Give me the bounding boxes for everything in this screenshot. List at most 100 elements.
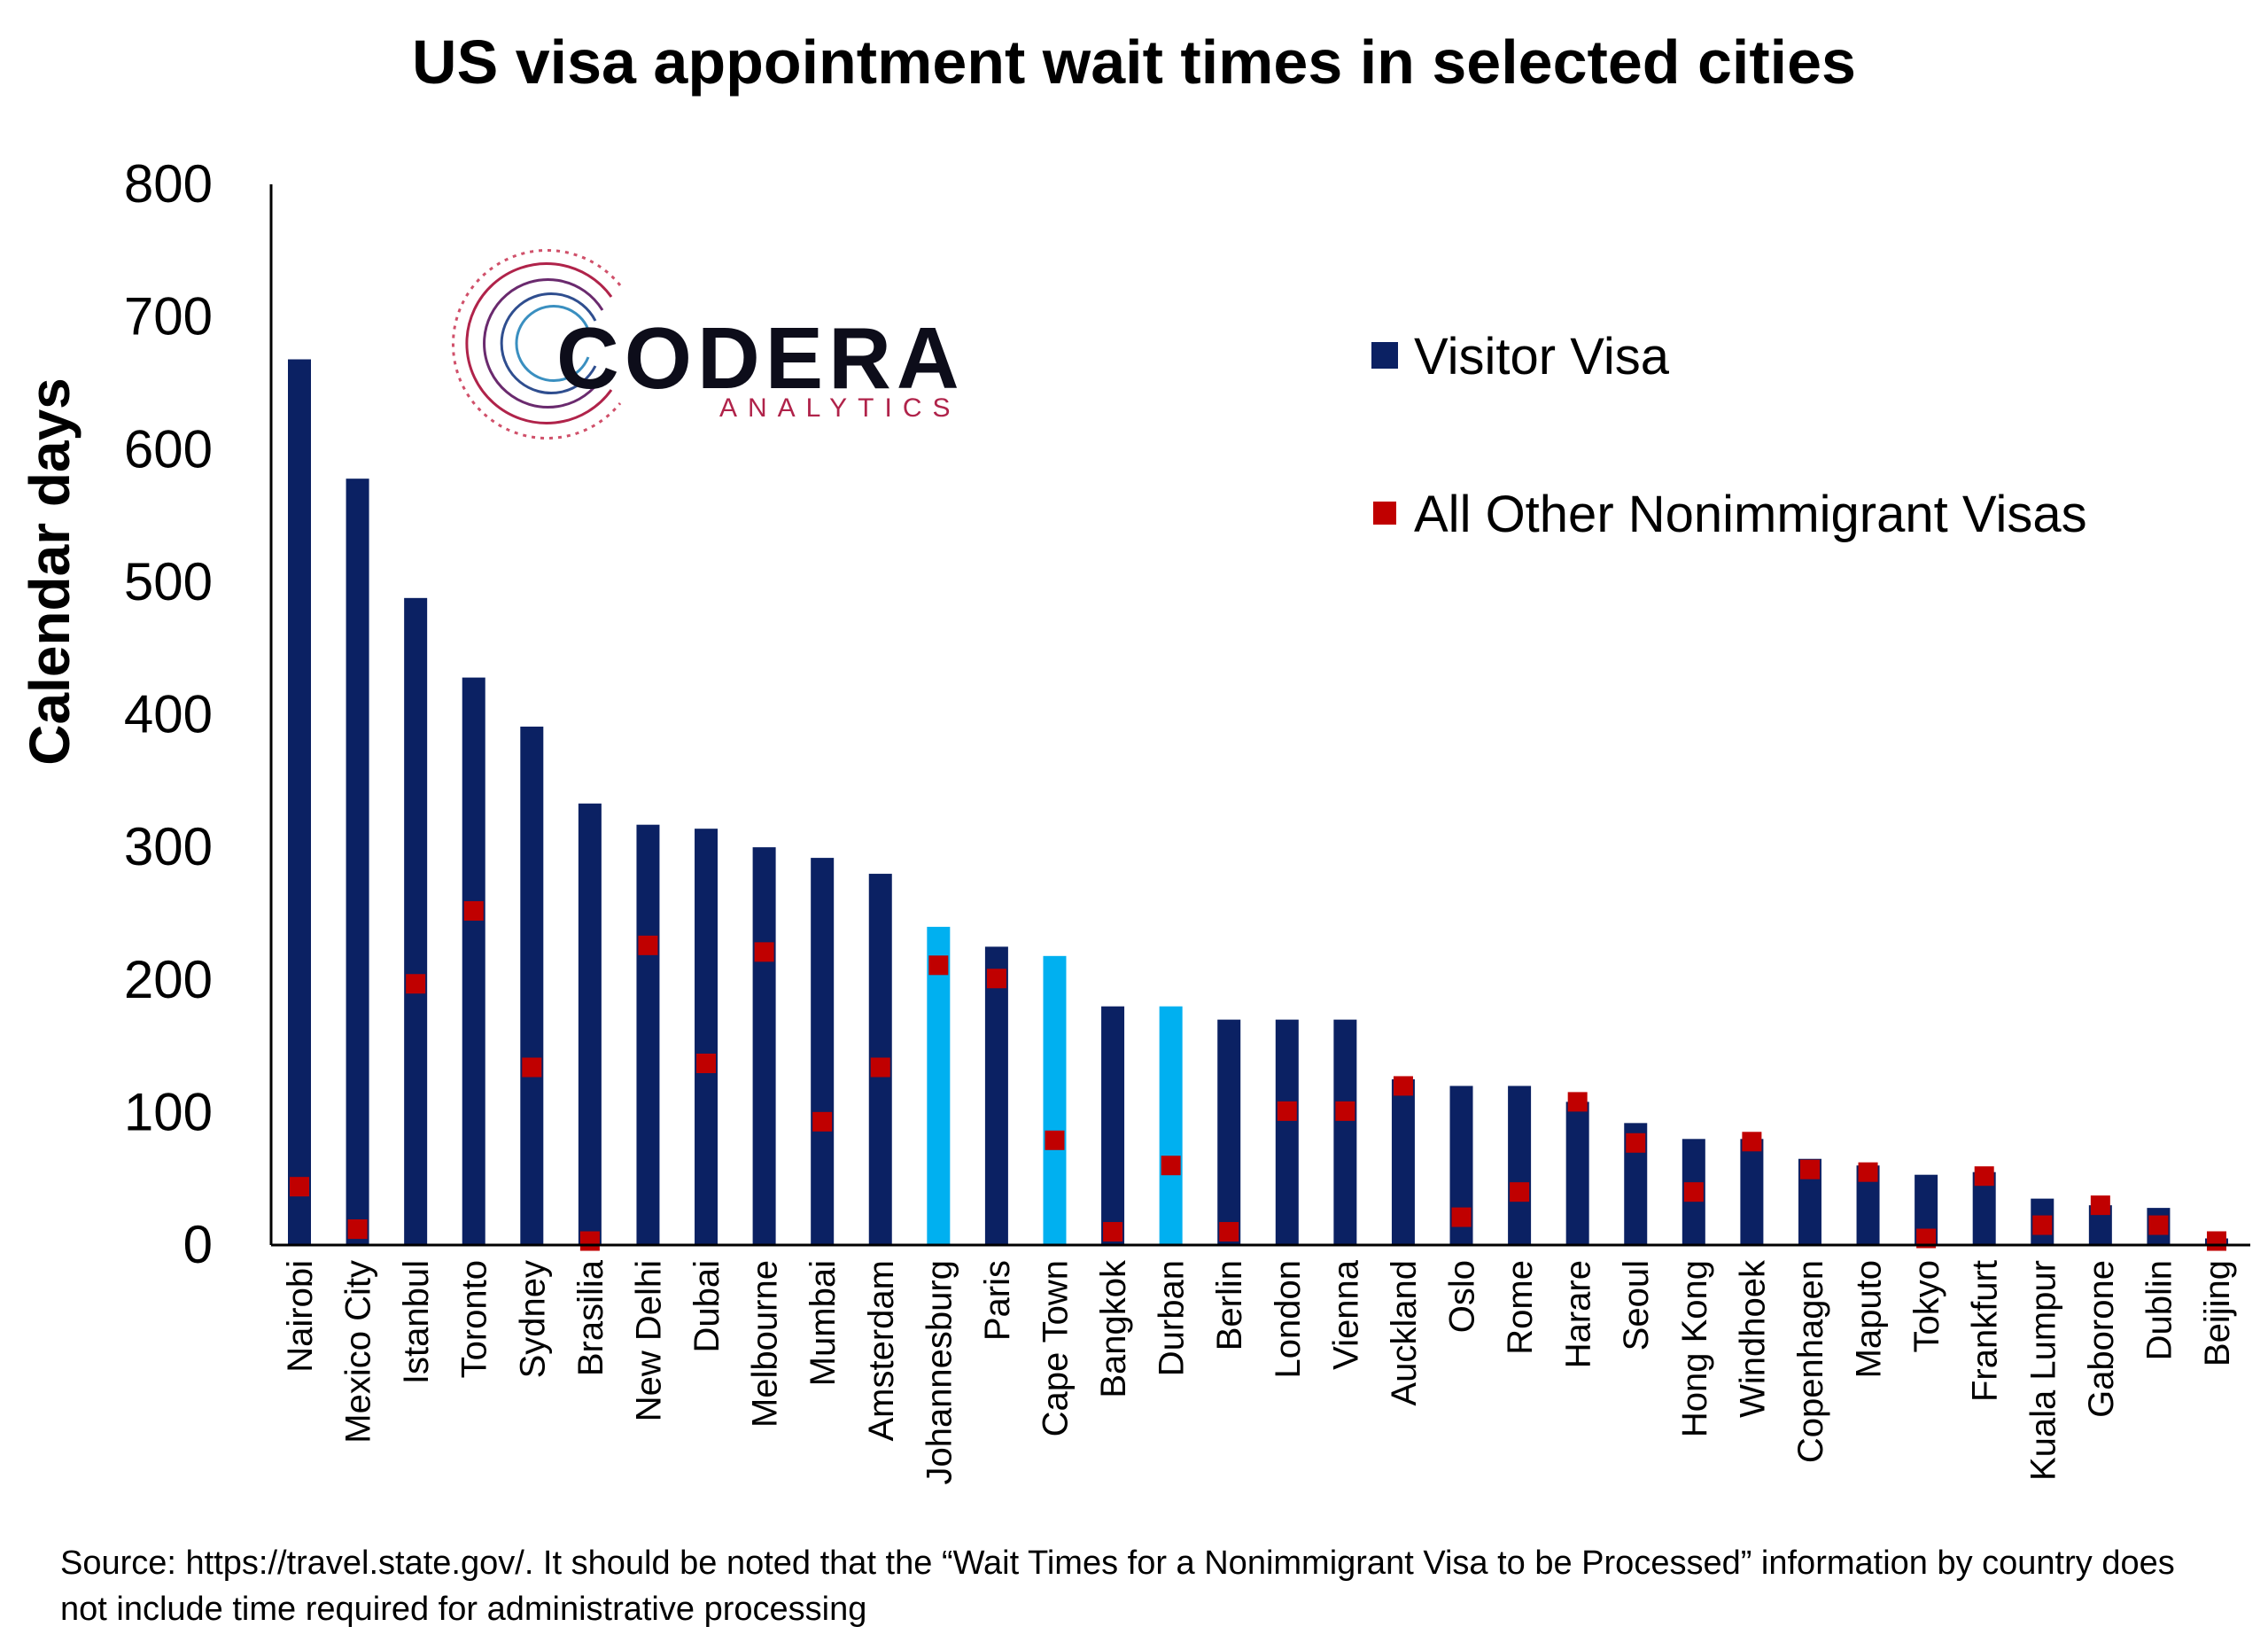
bar-visitor-visa [695,829,718,1245]
x-tick-label: Cape Town [1036,1260,1075,1436]
x-tick-label: Istanbul [397,1260,436,1384]
bar-visitor-visa [288,359,311,1245]
marker-other-visa [290,1177,309,1197]
other-visa-markers [290,900,2226,1251]
x-tick-label: Mexico City [339,1260,378,1444]
x-tick-label: Beijing [2198,1260,2237,1366]
x-tick-label: Amsterdam [862,1260,901,1442]
marker-other-visa [406,974,426,994]
x-tick-label: Toronto [455,1260,494,1378]
bar-visitor-visa [1740,1139,1764,1245]
x-tick-label: Auckland [1385,1260,1424,1406]
x-tick-label: Brasilia [571,1259,610,1376]
marker-other-visa [463,900,484,921]
bar-visitor-visa [927,926,951,1245]
x-tick-label: Mumbai [804,1260,843,1386]
bar-visitor-visa [1217,1019,1241,1245]
bar-visitor-visa [404,597,428,1245]
marker-other-visa [1799,1159,1820,1179]
bar-visitor-visa [1101,1006,1125,1245]
bar-visitor-visa [636,824,660,1245]
marker-other-visa [1916,1228,1937,1249]
marker-other-visa [2148,1215,2169,1235]
logo-word: CODERA [556,309,965,407]
logo-arc-icon [452,249,622,440]
y-tick-label: 300 [124,817,213,876]
marker-other-visa [928,955,949,976]
x-tick-label: Durban [1153,1260,1192,1376]
marker-other-visa [696,1054,717,1074]
marker-other-visa [1683,1182,1704,1202]
marker-other-visa [522,1057,542,1078]
x-tick-label: Melbourne [746,1260,785,1428]
y-tick-label: 500 [124,552,213,611]
x-tick-label: Windhoek [1733,1259,1772,1418]
marker-other-visa [1858,1162,1878,1182]
marker-other-visa [579,1231,600,1251]
x-tick-label: Harare [1559,1260,1598,1368]
marker-other-visa [2032,1215,2053,1235]
bar-visitor-visa [1391,1078,1415,1245]
y-tick-label: 100 [124,1082,213,1141]
visitor-visa-bars [288,359,2228,1245]
marker-other-visa [870,1057,890,1078]
x-tick-label: Bangkok [1094,1259,1133,1398]
y-axis-title: Calendar days [18,377,82,766]
bar-visitor-visa [1159,1006,1183,1245]
y-axis-ticks: 0 100 200 300 400 500 600 700 800 [124,154,213,1274]
legend-label-other: All Other Nonimmigrant Visas [1414,486,2087,543]
marker-other-visa [2207,1231,2226,1251]
codera-logo: CODERA ANALYTICS [452,249,965,440]
marker-other-visa [1103,1222,1123,1242]
bar-visitor-visa [984,946,1008,1245]
bar-visitor-visa [1333,1019,1357,1245]
legend-swatch-other [1373,502,1396,525]
bar-visitor-visa [1043,955,1067,1245]
marker-other-visa [1393,1076,1413,1096]
logo-sub: ANALYTICS [719,393,961,423]
legend-swatch-visitor [1371,342,1398,369]
y-tick-label: 700 [124,287,213,346]
x-tick-label: Rome [1501,1260,1540,1355]
x-tick-label: Frankfurt [1966,1260,2005,1402]
marker-other-visa [1974,1166,1994,1187]
source-note: Source: https://travel.state.gov/. It sh… [60,1545,2175,1628]
marker-other-visa [986,969,1006,989]
x-tick-label: Dubai [687,1260,726,1353]
bar-visitor-visa [1275,1019,1299,1245]
legend-label-visitor: Visitor Visa [1414,328,1670,385]
marker-other-visa [638,935,658,955]
marker-other-visa [347,1219,368,1240]
x-tick-label: Dublin [2140,1260,2179,1360]
x-tick-label: Gaborone [2082,1260,2121,1418]
marker-other-visa [2090,1195,2110,1216]
x-tick-label: Kuala Lumpur [2023,1260,2062,1481]
marker-other-visa [754,942,774,962]
bar-visitor-visa [752,847,776,1245]
x-tick-label: Sydney [513,1260,552,1378]
y-tick-label: 800 [124,154,213,214]
x-tick-label: Vienna [1326,1259,1365,1370]
bar-visitor-visa [346,479,369,1245]
legend: Visitor Visa All Other Nonimmigrant Visa… [1371,328,2087,543]
chart-canvas: 0 100 200 300 400 500 600 700 800 Nairobi Mexico … [18,154,2250,1485]
marker-other-visa [1335,1101,1355,1121]
marker-other-visa [812,1111,833,1132]
marker-other-visa [1277,1101,1297,1121]
x-tick-label: Nairobi [281,1260,320,1373]
bar-visitor-visa [1508,1086,1532,1245]
marker-other-visa [1567,1092,1588,1112]
bar-visitor-visa [578,803,602,1245]
bar-visitor-visa [462,677,485,1245]
y-tick-label: 200 [124,950,213,1009]
x-tick-label: Copenhagen [1791,1260,1830,1463]
x-tick-label: Paris [978,1260,1017,1341]
marker-other-visa [1161,1156,1181,1176]
marker-other-visa [1510,1182,1530,1202]
bar-visitor-visa [520,726,544,1245]
bar-visitor-visa [811,858,835,1245]
x-tick-label: Oslo [1443,1260,1482,1333]
y-tick-label: 400 [124,685,213,744]
marker-other-visa [1451,1207,1472,1227]
y-tick-label: 0 [183,1215,213,1274]
